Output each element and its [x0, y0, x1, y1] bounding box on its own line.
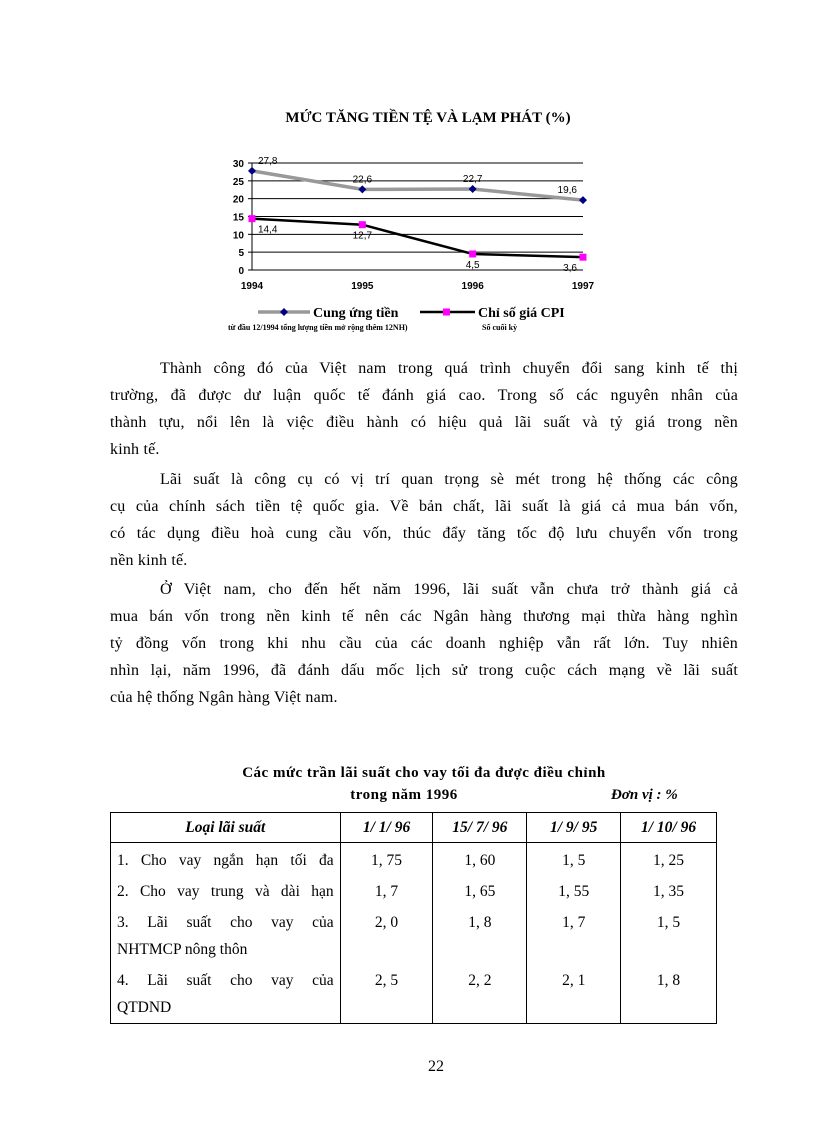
- data-point: [248, 215, 256, 223]
- chart-footnote: Số cuối kỳ: [482, 323, 517, 332]
- row-label: 3. Lãi suất cho vay của NHTMCP nông thôn: [110, 907, 341, 965]
- data-label: 22,6: [353, 174, 373, 185]
- y-tick-label: 25: [233, 177, 245, 188]
- data-label: 12,7: [353, 231, 373, 242]
- legend-marker: [443, 308, 450, 316]
- row-label: 1. Cho vay ngắn hạn tối đa: [110, 842, 341, 876]
- table-cell: 1, 7: [339, 876, 434, 907]
- x-tick-label: 1994: [241, 281, 264, 292]
- data-point: [579, 196, 587, 205]
- data-point: [579, 253, 587, 261]
- data-point: [248, 166, 256, 175]
- column-header: 1/ 10/ 96: [620, 812, 717, 843]
- data-label: 3,6: [563, 263, 577, 274]
- table-cell: 2, 5: [339, 965, 434, 1024]
- paragraph-line: nhìn lại, năm 1996, đã đánh dấu mốc lịch…: [110, 662, 738, 679]
- series-line-1: [251, 217, 584, 259]
- table-cell: 1, 75: [339, 842, 434, 876]
- x-tick-label: 1997: [572, 281, 595, 292]
- chart-footnote: từ đầu 12/1994 tổng lượng tiền mở rộng t…: [228, 323, 408, 332]
- data-point: [468, 185, 477, 194]
- table-cell: 1, 65: [432, 876, 528, 907]
- paragraph-line: có tác dụng điều hoà cung cầu vốn, thúc …: [110, 525, 738, 542]
- paragraph-line: mua bán vốn trong nền kinh tế nên các Ng…: [110, 608, 738, 625]
- data-point: [469, 250, 477, 258]
- y-tick-label: 5: [238, 248, 244, 259]
- table-cell: 1, 7: [526, 907, 622, 965]
- table-cell: 1, 5: [620, 907, 717, 965]
- line-chart: 0 5 10 15 20 25 30 1994 1995 1996 1997 27,8 22,6 22,7…: [228, 156, 595, 332]
- row-label-line: 2. Cho vay trung và dài hạn: [117, 883, 334, 900]
- series-line-0: [251, 169, 584, 202]
- table-cell: 2, 1: [526, 965, 622, 1024]
- row-label-line: 4. Lãi suất cho vay của: [117, 972, 334, 989]
- data-label: 19,6: [558, 185, 578, 196]
- paragraph-line: tỷ đồng vốn trong khi nhu cầu của các do…: [110, 635, 738, 652]
- table-row: 1. Cho vay ngắn hạn tối đa 1, 75 1, 60 1, 5…: [110, 842, 717, 876]
- row-label-line: NHTMCP nông thôn: [117, 941, 248, 958]
- y-tick-label: 0: [238, 266, 244, 277]
- row-label: 2. Cho vay trung và dài hạn: [110, 876, 341, 907]
- row-label-line: 1. Cho vay ngắn hạn tối đa: [117, 852, 334, 869]
- table-cell: 2, 0: [339, 907, 434, 965]
- paragraph-line: Thành công đó của Việt nam trong quá trì…: [160, 360, 738, 377]
- page-number: 22: [428, 1058, 444, 1075]
- y-tick-label: 15: [233, 213, 245, 224]
- row-label-line: 3. Lãi suất cho vay của: [117, 914, 334, 931]
- interest-rate-table: Loại lãi suất 1/ 1/ 96 15/ 7/ 96 1/ 9/ 95 1/…: [110, 812, 717, 1024]
- column-header: 15/ 7/ 96: [432, 812, 528, 843]
- table-cell: 1, 60: [432, 842, 528, 876]
- table-row: 3. Lãi suất cho vay của NHTMCP nông thôn 2…: [110, 907, 717, 965]
- column-header: 1/ 1/ 96: [339, 812, 434, 843]
- x-tick-label: 1996: [462, 281, 485, 292]
- column-header: 1/ 9/ 95: [526, 812, 622, 843]
- table-cell: 1, 25: [620, 842, 717, 876]
- table-title: Các mức trần lãi suất cho vay tối đa đượ…: [242, 765, 606, 781]
- table-row: 4. Lãi suất cho vay của QTDND 2, 5 2, 2 2, 1…: [110, 965, 717, 1024]
- paragraph-line: Lãi suất là công cụ có vị trí quan trọng…: [160, 471, 738, 488]
- table-header-row: Loại lãi suất 1/ 1/ 96 15/ 7/ 96 1/ 9/ 95 1/…: [110, 812, 717, 843]
- table-cell: 1, 8: [620, 965, 717, 1024]
- table-cell: 1, 35: [620, 876, 717, 907]
- x-tick-label: 1995: [351, 281, 374, 292]
- paragraph-line: trường, đã được dư luận quốc tế đánh giá…: [110, 387, 738, 404]
- legend-marker: [280, 308, 288, 316]
- data-label: 14,4: [258, 225, 278, 236]
- table-subtitle: trong năm 1996: [350, 787, 458, 803]
- data-label: 4,5: [466, 260, 480, 271]
- row-label: 4. Lãi suất cho vay của QTDND: [110, 965, 341, 1024]
- legend-label: Chỉ số giá CPI: [478, 306, 565, 321]
- paragraph-line: Ở Việt nam, cho đến hết năm 1996, lãi su…: [160, 581, 738, 598]
- paragraph-line: kinh tế.: [110, 441, 160, 458]
- legend-label: Cung ứng tiền: [313, 306, 399, 321]
- data-label: 22,7: [463, 174, 483, 185]
- table-cell: 1, 55: [526, 876, 622, 907]
- chart-title: MỨC TĂNG TIỀN TỆ VÀ LẠM PHÁT (%): [285, 110, 571, 126]
- data-point: [358, 185, 367, 194]
- data-label: 27,8: [258, 156, 278, 167]
- row-label-line: QTDND: [117, 999, 172, 1016]
- y-tick-label: 30: [233, 159, 245, 170]
- paragraph-line: nền kinh tế.: [110, 552, 188, 569]
- table-cell: 2, 2: [432, 965, 528, 1024]
- column-header: Loại lãi suất: [110, 812, 341, 843]
- table-unit: Đơn vị : %: [611, 787, 678, 803]
- table-cell: 1, 8: [432, 907, 528, 965]
- paragraph-line: cụ của chính sách tiền tệ quốc gia. Về b…: [110, 498, 738, 515]
- y-tick-label: 10: [233, 230, 245, 241]
- table-cell: 1, 5: [526, 842, 622, 876]
- paragraph-line: của hệ thống Ngân hàng Việt nam.: [110, 689, 338, 706]
- table-row: 2. Cho vay trung và dài hạn 1, 7 1, 65 1, 5…: [110, 876, 717, 907]
- paragraph-line: thành tựu, nổi lên là việc điều hành có …: [110, 414, 738, 431]
- y-tick-label: 20: [233, 195, 245, 206]
- data-point: [358, 221, 366, 229]
